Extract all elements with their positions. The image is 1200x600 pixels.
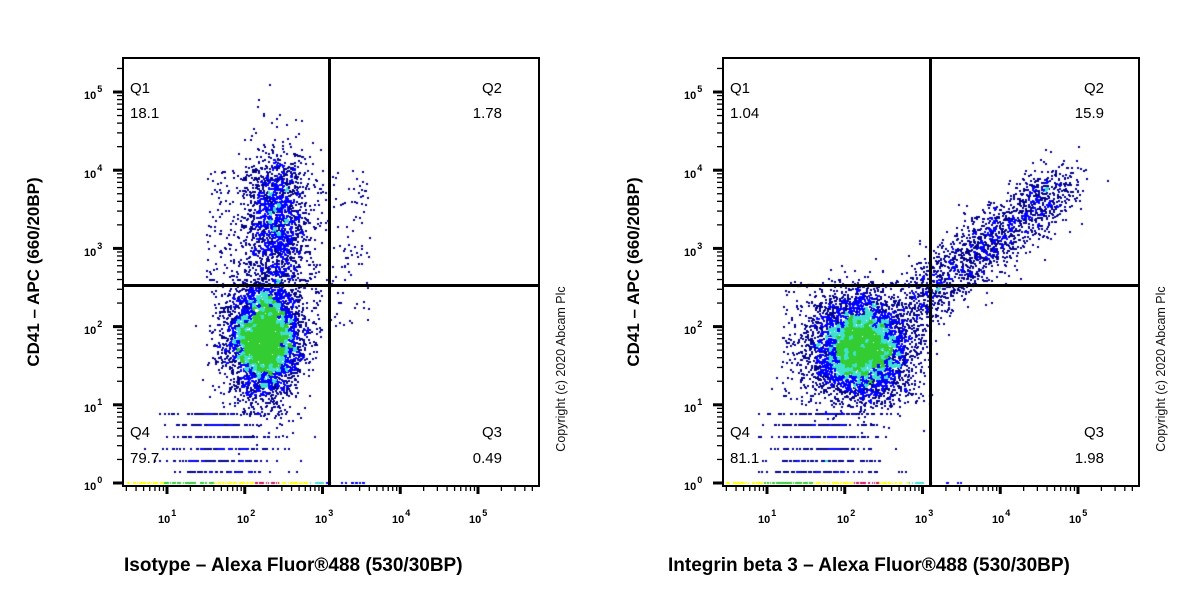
q2-name: Q2 (481, 80, 502, 97)
axis-ticks (713, 67, 1133, 494)
plot-area: Q1 1.04 Q2 15.9 Q3 1.98 Q4 81.1 (722, 57, 1140, 487)
panel-isotype: CD41 – APC (660/20BP) Q1 18.1 Q2 1.78 Q3… (24, 57, 568, 576)
scatter-dots (124, 59, 538, 485)
copyright-notice: Copyright (c) 2020 Abcam Plc (1154, 286, 1168, 452)
y-tick-label: 100 (684, 475, 703, 493)
quadrant-gate-vertical[interactable] (929, 59, 932, 485)
x-tick-label: 103 (315, 508, 334, 526)
q1-name: Q1 (730, 80, 751, 97)
x-tick-label: 105 (469, 508, 488, 526)
x-tick-label: 103 (915, 508, 934, 526)
y-tick-label: 105 (684, 84, 703, 102)
y-tick-label: 104 (684, 163, 703, 181)
q2-value: 1.78 (472, 105, 502, 122)
y-tick-label: 102 (684, 319, 703, 337)
quadrant-gate-vertical[interactable] (328, 59, 331, 485)
x-tick-label: 104 (992, 508, 1011, 526)
y-tick-label: 103 (684, 241, 703, 259)
quadrant-gate-horizontal[interactable] (724, 284, 1138, 287)
axis-ticks (113, 67, 533, 494)
x-tick-label: 101 (158, 508, 177, 526)
q4-value: 81.1 (730, 450, 760, 467)
y-tick-label: 104 (84, 163, 103, 181)
x-axis-label: Isotype – Alexa Fluor®488 (530/30BP) (124, 555, 463, 576)
y-tick-label: 105 (84, 84, 103, 102)
copyright-notice: Copyright (c) 2020 Abcam Plc (554, 286, 568, 452)
q4-name: Q4 (130, 424, 151, 441)
y-tick-label: 101 (684, 397, 703, 415)
panel-integrin-beta-3: CD41 – APC (660/20BP) Q1 1.04 Q2 15.9 Q3… (600, 0, 1200, 600)
x-tick-label: 104 (392, 508, 411, 526)
plot-area: Q1 18.1 Q2 1.78 Q3 0.49 Q4 79.7 (122, 57, 540, 487)
y-tick-label: 100 (84, 475, 103, 493)
q2-value: 15.9 (1074, 105, 1104, 122)
q4-value: 79.7 (130, 450, 160, 467)
q4-name: Q4 (730, 424, 751, 441)
q1-name: Q1 (130, 80, 151, 97)
x-tick-label: 101 (758, 508, 777, 526)
x-tick-label: 105 (1069, 508, 1088, 526)
x-tick-label: 102 (837, 508, 856, 526)
y-tick-label: 101 (84, 397, 103, 415)
q3-name: Q3 (1083, 424, 1104, 441)
q1-value: 18.1 (130, 105, 160, 122)
quadrant-gate-horizontal[interactable] (124, 284, 538, 287)
q1-value: 1.04 (730, 105, 760, 122)
q2-name: Q2 (1083, 80, 1104, 97)
x-axis-label: Integrin beta 3 – Alexa Fluor®488 (530/3… (668, 555, 1070, 576)
y-tick-label: 102 (84, 319, 103, 337)
q3-name: Q3 (481, 424, 502, 441)
q3-value: 1.98 (1074, 450, 1104, 467)
y-tick-label: 103 (84, 241, 103, 259)
x-tick-label: 102 (237, 508, 256, 526)
q3-value: 0.49 (472, 450, 502, 467)
